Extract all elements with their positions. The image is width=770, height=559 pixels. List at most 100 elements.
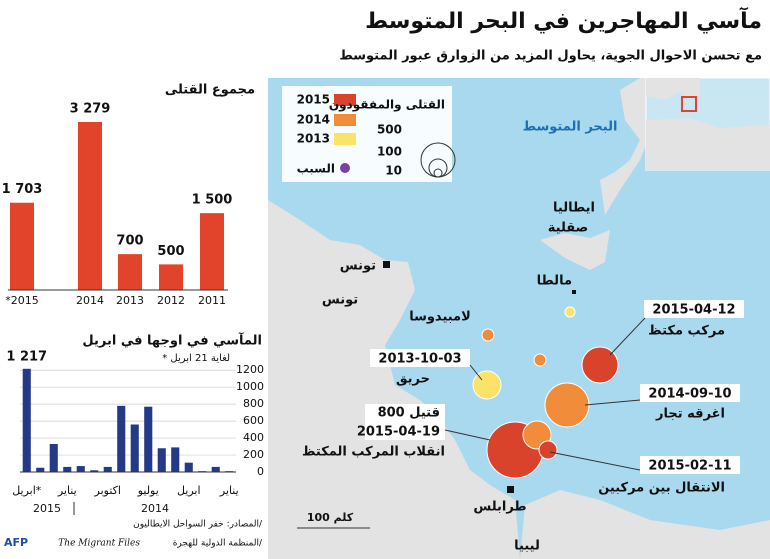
leader bbox=[609, 317, 646, 356]
callout-box bbox=[370, 349, 470, 367]
place: مالطا bbox=[537, 274, 572, 289]
source: المصادر: خفر السواحل الايطاليون/ bbox=[133, 520, 263, 530]
legend-year: 2015 bbox=[297, 93, 330, 107]
bar bbox=[171, 447, 180, 472]
bar bbox=[159, 264, 183, 290]
bar bbox=[200, 213, 224, 290]
map: 2015 2014 2013 القتلى والمفقودون 500 100… bbox=[268, 77, 770, 559]
legend-swatch bbox=[334, 94, 356, 106]
incident bbox=[538, 440, 558, 460]
y-tick-label: 1000 bbox=[236, 380, 264, 393]
value-label: 1 703 bbox=[2, 182, 43, 197]
y-tick-label: 0 bbox=[257, 465, 264, 478]
incident bbox=[564, 306, 576, 318]
value-label: 3 279 bbox=[70, 102, 111, 117]
incident bbox=[481, 328, 495, 342]
place: صقلية bbox=[548, 221, 588, 236]
callout-text: حريق bbox=[396, 372, 430, 387]
value-label: 1 500 bbox=[192, 193, 233, 208]
x-tick-label: اكتوبر bbox=[94, 484, 121, 497]
callout-date: 2015-04-12 bbox=[652, 303, 735, 318]
x-tick-label: ابريل bbox=[177, 484, 201, 497]
source: المنظمة الدولية للهجرة/ bbox=[173, 539, 263, 549]
callout-box bbox=[640, 384, 740, 402]
y-tick-label: 400 bbox=[243, 431, 264, 444]
x-tick-label: *2015 bbox=[5, 294, 39, 307]
y-tick-label: 600 bbox=[243, 414, 264, 427]
place: طرابلس bbox=[473, 500, 526, 515]
value-label: 1 217 bbox=[6, 350, 47, 365]
place: تونس bbox=[340, 259, 376, 274]
bar bbox=[103, 466, 112, 472]
leader bbox=[549, 451, 641, 471]
legend-size: 500 bbox=[377, 123, 402, 137]
bar bbox=[36, 467, 45, 472]
bar bbox=[90, 470, 99, 472]
place: لامبيدوسا bbox=[409, 310, 471, 325]
leader bbox=[469, 364, 483, 381]
chart-title: المآسي في اوجها في ابريل bbox=[82, 332, 262, 349]
leader bbox=[584, 399, 641, 406]
value-label: 700 bbox=[116, 234, 143, 249]
x-tick-label: 2012 bbox=[157, 294, 185, 307]
bar bbox=[78, 122, 102, 290]
callout-box bbox=[644, 300, 744, 318]
source-brand: The Migrant Files bbox=[58, 539, 140, 549]
chart-title: مجموع القتلى bbox=[165, 83, 255, 98]
inset-frame bbox=[681, 96, 697, 112]
legend-year: 2013 bbox=[297, 132, 330, 146]
callout-date: 2015-04-19 bbox=[357, 425, 440, 440]
legend-size bbox=[433, 168, 443, 178]
legend-size-title: القتلى والمفقودون bbox=[329, 98, 445, 113]
y-tick-label: 1200 bbox=[236, 363, 264, 376]
bar bbox=[211, 466, 220, 472]
sicily bbox=[540, 230, 610, 270]
bar bbox=[10, 202, 34, 290]
x-tick-label: 2011 bbox=[198, 294, 226, 307]
callout-date: 2014-09-10 bbox=[648, 387, 731, 402]
sea-label: البحر المتوسط bbox=[523, 120, 618, 135]
callout-date: 2015-02-11 bbox=[648, 459, 731, 474]
agency: AFP bbox=[4, 536, 28, 549]
incident bbox=[544, 382, 590, 428]
callout-head: 800 قتيل bbox=[378, 406, 440, 421]
y-tick-label: 800 bbox=[243, 397, 264, 410]
bar bbox=[144, 406, 153, 472]
bar bbox=[49, 444, 58, 472]
scale-label: 100 كلم bbox=[307, 511, 354, 524]
incident bbox=[533, 353, 547, 367]
legend-box bbox=[282, 86, 452, 182]
inset-land bbox=[646, 78, 770, 170]
x-tick-label: يناير bbox=[219, 484, 239, 497]
land bbox=[520, 490, 770, 559]
legend-year: 2014 bbox=[297, 113, 330, 127]
callout-box bbox=[640, 456, 740, 474]
leader bbox=[444, 429, 491, 441]
bar bbox=[157, 448, 166, 472]
legend-cause bbox=[340, 163, 350, 173]
bar bbox=[22, 368, 31, 472]
bar bbox=[118, 254, 142, 290]
year-label: 2014 bbox=[141, 502, 169, 515]
legend-size: 100 bbox=[377, 145, 402, 159]
x-tick-label: يوليو bbox=[137, 484, 159, 497]
year-label: 2015 bbox=[33, 502, 61, 515]
place: تونس bbox=[322, 293, 358, 308]
callout-date: 2013-10-03 bbox=[378, 352, 461, 367]
x-tick-label: 2014 bbox=[76, 294, 104, 307]
place: ايطاليا bbox=[553, 201, 595, 216]
legend-cause-label: السبب bbox=[297, 162, 335, 176]
callout-text: الانتقال بين مركبين bbox=[598, 481, 725, 496]
bar bbox=[184, 462, 193, 472]
value-label: 500 bbox=[157, 244, 184, 259]
land bbox=[268, 78, 520, 559]
x-tick-label: يناير bbox=[57, 484, 77, 497]
x-tick-label: ابريل* bbox=[12, 484, 42, 497]
title: مآسي المهاجرين في البحر المتوسط bbox=[365, 6, 762, 34]
x-tick-label: 2013 bbox=[116, 294, 144, 307]
bar bbox=[63, 466, 72, 472]
legend-size: 10 bbox=[385, 164, 402, 178]
city bbox=[507, 486, 514, 493]
incident bbox=[472, 370, 502, 400]
